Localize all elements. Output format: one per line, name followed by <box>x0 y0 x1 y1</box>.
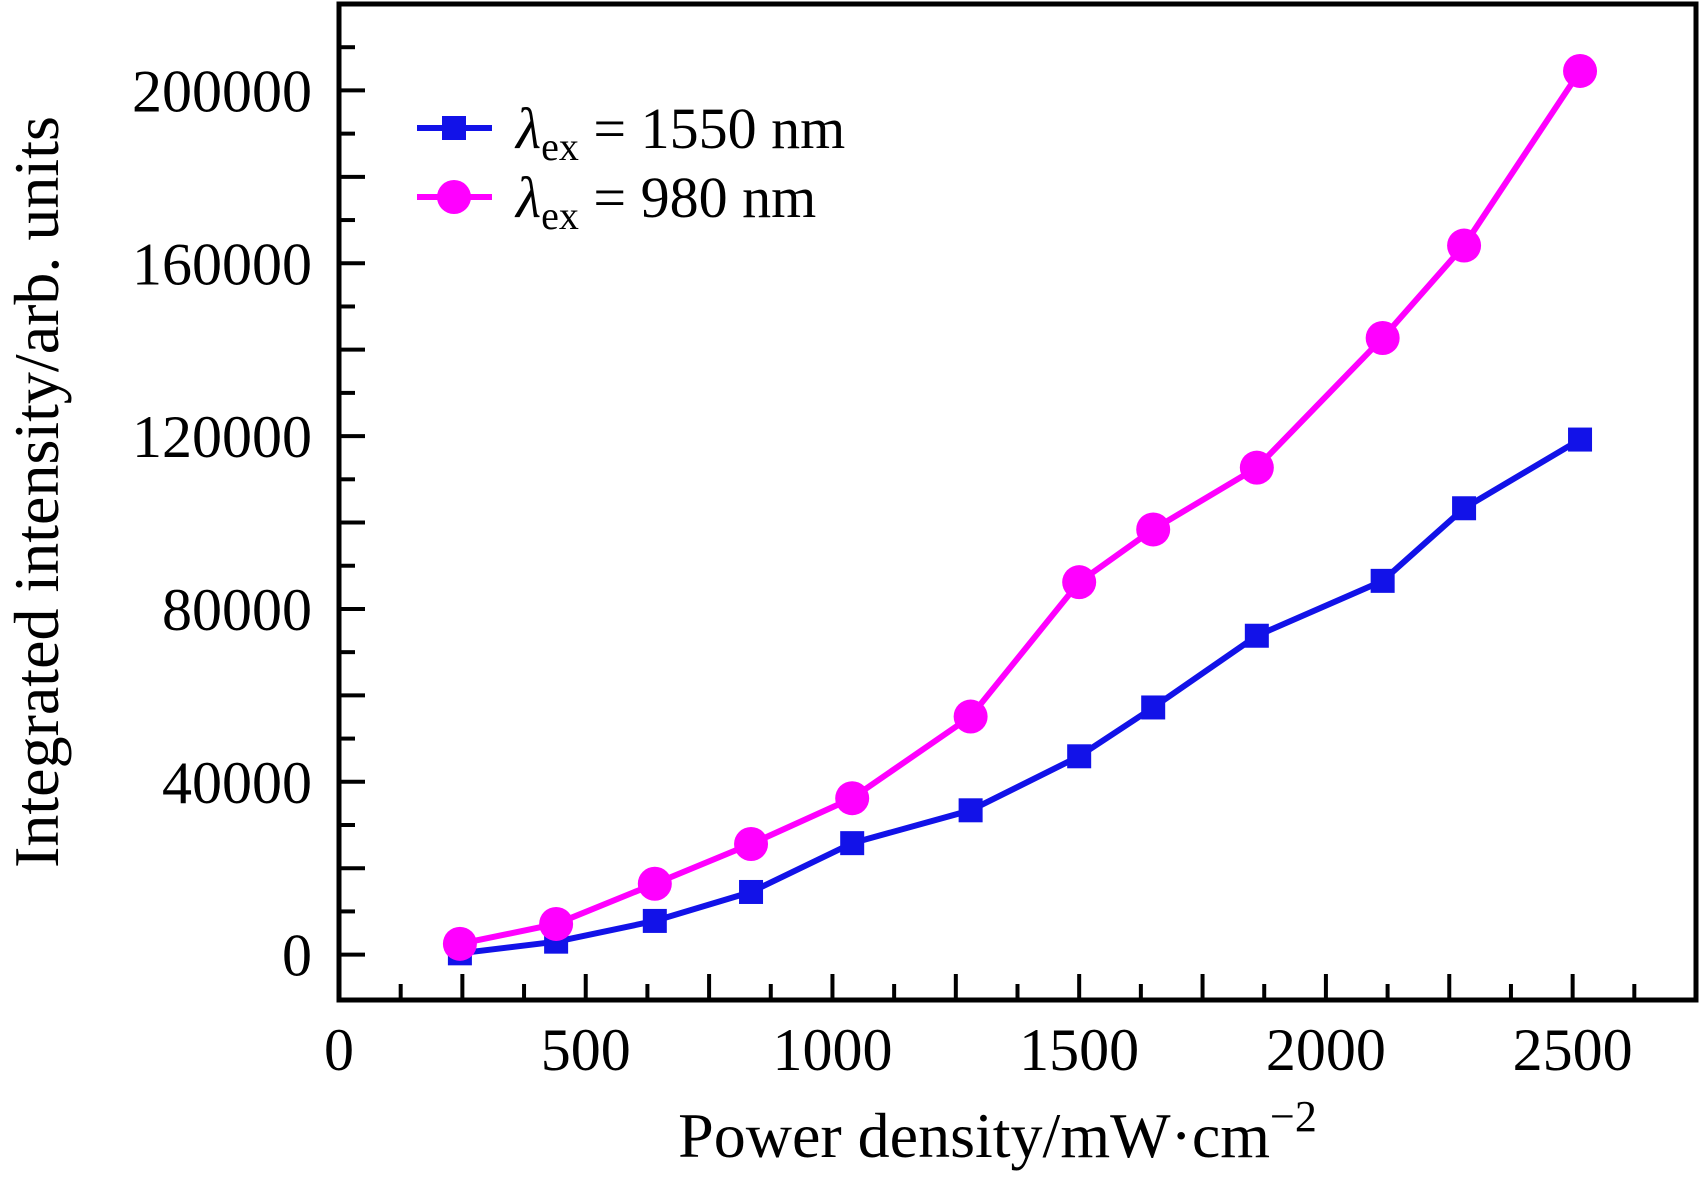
marker-circle <box>442 926 477 961</box>
y-tick-label: 40000 <box>162 750 312 816</box>
y-tick-label: 0 <box>282 923 312 989</box>
marker-circle <box>734 827 769 862</box>
marker-circle <box>1136 512 1171 547</box>
x-tick-label: 1000 <box>772 1017 892 1083</box>
marker-circle <box>1563 53 1598 88</box>
series-line-980nm <box>459 69 1583 947</box>
marker-circle <box>1365 321 1400 356</box>
legend-label-1550nm: λex = 1550 nm <box>514 96 845 169</box>
legend-label-980nm: λex = 980 nm <box>514 165 816 238</box>
marker-square <box>1244 623 1269 648</box>
x-axis-title: Power density/mW·cm−2 <box>678 1092 1317 1171</box>
marker-square <box>1370 568 1395 593</box>
marker-square <box>1452 496 1477 521</box>
y-axis: 0 40000 80000 120000 160000 200000 <box>132 45 365 989</box>
marker-square <box>840 831 865 856</box>
series-1550nm <box>447 427 1593 966</box>
marker-circle <box>637 866 672 901</box>
marker-circle <box>1239 450 1274 485</box>
marker-circle <box>539 906 574 941</box>
marker-square <box>1141 695 1166 720</box>
y-axis-title: Integrated intensity/arb. units <box>1 116 72 868</box>
series-line-1550nm <box>459 436 1582 957</box>
marker-square <box>1568 427 1593 452</box>
marker-square <box>642 908 667 933</box>
marker-square <box>958 798 983 823</box>
y-tick-label: 120000 <box>132 404 312 470</box>
y-tick-label: 200000 <box>132 58 312 124</box>
x-tick-label: 0 <box>324 1017 354 1083</box>
y-tick-label: 80000 <box>162 577 312 643</box>
marker-circle <box>1062 565 1097 600</box>
marker-square <box>739 879 764 904</box>
x-tick-label: 2500 <box>1513 1017 1633 1083</box>
marker-circle <box>1447 228 1482 263</box>
legend-marker-circle <box>437 180 471 214</box>
x-axis: 0 500 1000 1500 2000 2500 <box>324 974 1637 1083</box>
x-tick-label: 2000 <box>1266 1017 1386 1083</box>
x-tick-label: 1500 <box>1019 1017 1139 1083</box>
marker-circle <box>835 781 870 816</box>
legend-marker-square <box>442 116 466 140</box>
marker-square <box>1067 744 1092 769</box>
plot-frame <box>336 1 1699 1003</box>
marker-circle <box>953 699 988 734</box>
y-tick-label: 160000 <box>132 231 312 297</box>
x-tick-label: 500 <box>541 1017 631 1083</box>
series-980nm <box>442 53 1598 961</box>
